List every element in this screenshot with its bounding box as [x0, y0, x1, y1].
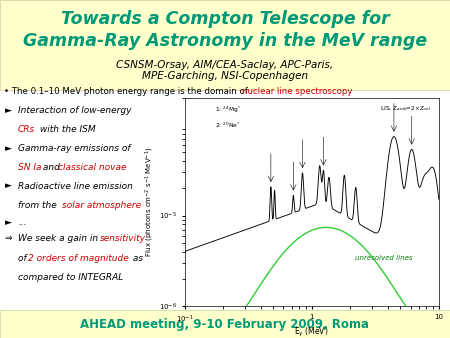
Text: as: as — [130, 254, 144, 263]
Text: ►: ► — [4, 218, 11, 227]
Text: ⇒: ⇒ — [4, 234, 12, 243]
Text: sensitivity: sensitivity — [100, 234, 146, 243]
Text: AHEAD meeting, 9-10 February 2009, Roma: AHEAD meeting, 9-10 February 2009, Roma — [81, 318, 369, 331]
Text: • The 0.1–10 MeV photon energy range is the domain of: • The 0.1–10 MeV photon energy range is … — [4, 88, 251, 96]
Text: solar atmosphere: solar atmosphere — [62, 201, 141, 210]
Text: nuclear line spectroscopy: nuclear line spectroscopy — [242, 88, 352, 96]
Text: CSNSM-Orsay, AIM/CEA-Saclay, APC-Paris,: CSNSM-Orsay, AIM/CEA-Saclay, APC-Paris, — [117, 60, 333, 70]
Text: MPE-Garching, NSI-Copenhagen: MPE-Garching, NSI-Copenhagen — [142, 71, 308, 81]
FancyBboxPatch shape — [0, 310, 450, 338]
Text: 1: $^{24}$Mg$^*$: 1: $^{24}$Mg$^*$ — [215, 104, 242, 115]
FancyBboxPatch shape — [0, 0, 450, 90]
Text: 2: $^{20}$Ne$^*$: 2: $^{20}$Ne$^*$ — [215, 121, 241, 130]
Text: CRs: CRs — [18, 125, 35, 135]
Text: 2 orders of magnitude: 2 orders of magnitude — [28, 254, 129, 263]
Text: LIS, Z$_{amb}$=2$\times$Z$_{sol}$: LIS, Z$_{amb}$=2$\times$Z$_{sol}$ — [380, 104, 431, 113]
Text: Interaction of low-energy: Interaction of low-energy — [18, 106, 131, 115]
X-axis label: E$_\gamma$ (MeV): E$_\gamma$ (MeV) — [294, 326, 329, 338]
Text: classical novae: classical novae — [58, 163, 127, 172]
Text: Gamma-Ray Astronomy in the MeV range: Gamma-Ray Astronomy in the MeV range — [23, 31, 427, 50]
Text: compared to INTEGRAL: compared to INTEGRAL — [18, 273, 123, 283]
Y-axis label: Flux (photons cm$^{-2}$ s$^{-1}$ MeV$^{-1}$): Flux (photons cm$^{-2}$ s$^{-1}$ MeV$^{-… — [144, 147, 156, 257]
Text: Radioactive line emission: Radioactive line emission — [18, 182, 133, 191]
Text: ►: ► — [4, 182, 11, 191]
Text: ►: ► — [4, 144, 11, 153]
Text: of: of — [18, 254, 30, 263]
Text: with the ISM: with the ISM — [37, 125, 96, 135]
Text: unresolved lines: unresolved lines — [355, 255, 413, 261]
Text: from the: from the — [18, 201, 59, 210]
Text: ...: ... — [18, 218, 27, 227]
Text: Gamma-ray emissions of: Gamma-ray emissions of — [18, 144, 130, 153]
Text: ►: ► — [4, 106, 11, 115]
Text: We seek a gain in: We seek a gain in — [18, 234, 101, 243]
Text: and: and — [40, 163, 63, 172]
Text: SN Ia: SN Ia — [18, 163, 41, 172]
Text: Towards a Compton Telescope for: Towards a Compton Telescope for — [61, 9, 389, 28]
